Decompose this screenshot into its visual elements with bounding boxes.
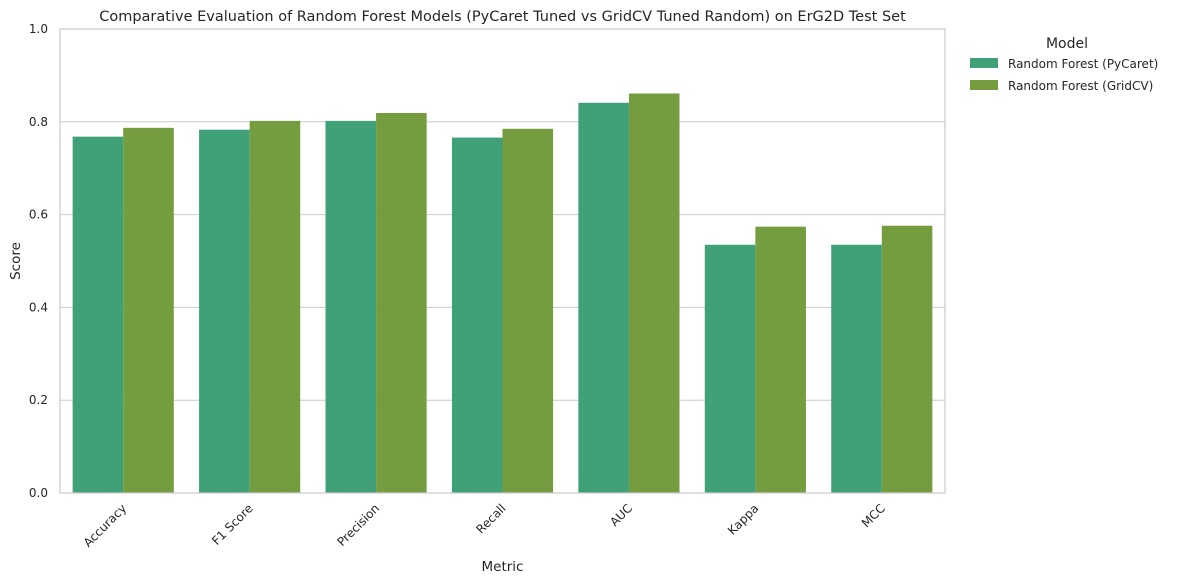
legend-label: Random Forest (PyCaret) bbox=[1008, 57, 1158, 71]
x-tick-labels: Accuracy F1 Score Precision Recall AUC Kappa M… bbox=[81, 501, 888, 550]
bar bbox=[451, 137, 503, 494]
x-tick-label: Recall bbox=[473, 501, 508, 536]
bar bbox=[831, 244, 882, 493]
bar bbox=[123, 127, 174, 493]
legend: Model Random Forest (PyCaret) Random Fore… bbox=[970, 36, 1158, 93]
y-tick-label: 1.0 bbox=[29, 22, 48, 36]
x-tick-label: Accuracy bbox=[81, 501, 130, 550]
x-tick-label: Precision bbox=[334, 501, 382, 549]
bar bbox=[502, 128, 554, 493]
bar bbox=[249, 120, 301, 493]
bar bbox=[881, 225, 933, 493]
y-tick-label: 0.0 bbox=[29, 486, 48, 500]
x-axis-label: Metric bbox=[482, 559, 524, 575]
y-axis-label: Score bbox=[8, 242, 24, 280]
bar bbox=[578, 102, 629, 493]
bar bbox=[628, 93, 680, 493]
bar bbox=[755, 226, 806, 493]
bars bbox=[72, 93, 933, 494]
x-tick-label: MCC bbox=[859, 501, 888, 530]
legend-label: Random Forest (GridCV) bbox=[1008, 79, 1153, 93]
x-tick-label: F1 Score bbox=[209, 501, 256, 548]
legend-swatch bbox=[970, 80, 998, 90]
plot-frame bbox=[59, 28, 946, 494]
bar bbox=[704, 244, 756, 493]
bar bbox=[376, 112, 427, 493]
y-tick-label: 0.4 bbox=[29, 300, 48, 314]
chart-title: Comparative Evaluation of Random Forest … bbox=[99, 9, 906, 25]
y-tick-label: 0.8 bbox=[29, 115, 48, 129]
bar bbox=[199, 129, 250, 494]
y-tick-label: 0.6 bbox=[29, 208, 48, 222]
x-tick-label: Kappa bbox=[725, 501, 761, 537]
legend-swatch bbox=[970, 58, 998, 68]
bar bbox=[325, 120, 377, 493]
y-tick-labels: 0.0 0.2 0.4 0.6 0.8 1.0 bbox=[29, 22, 48, 500]
legend-title: Model bbox=[1046, 36, 1088, 52]
bar bbox=[72, 136, 124, 493]
x-tick-label: AUC bbox=[607, 501, 635, 529]
y-tick-label: 0.2 bbox=[29, 393, 48, 407]
